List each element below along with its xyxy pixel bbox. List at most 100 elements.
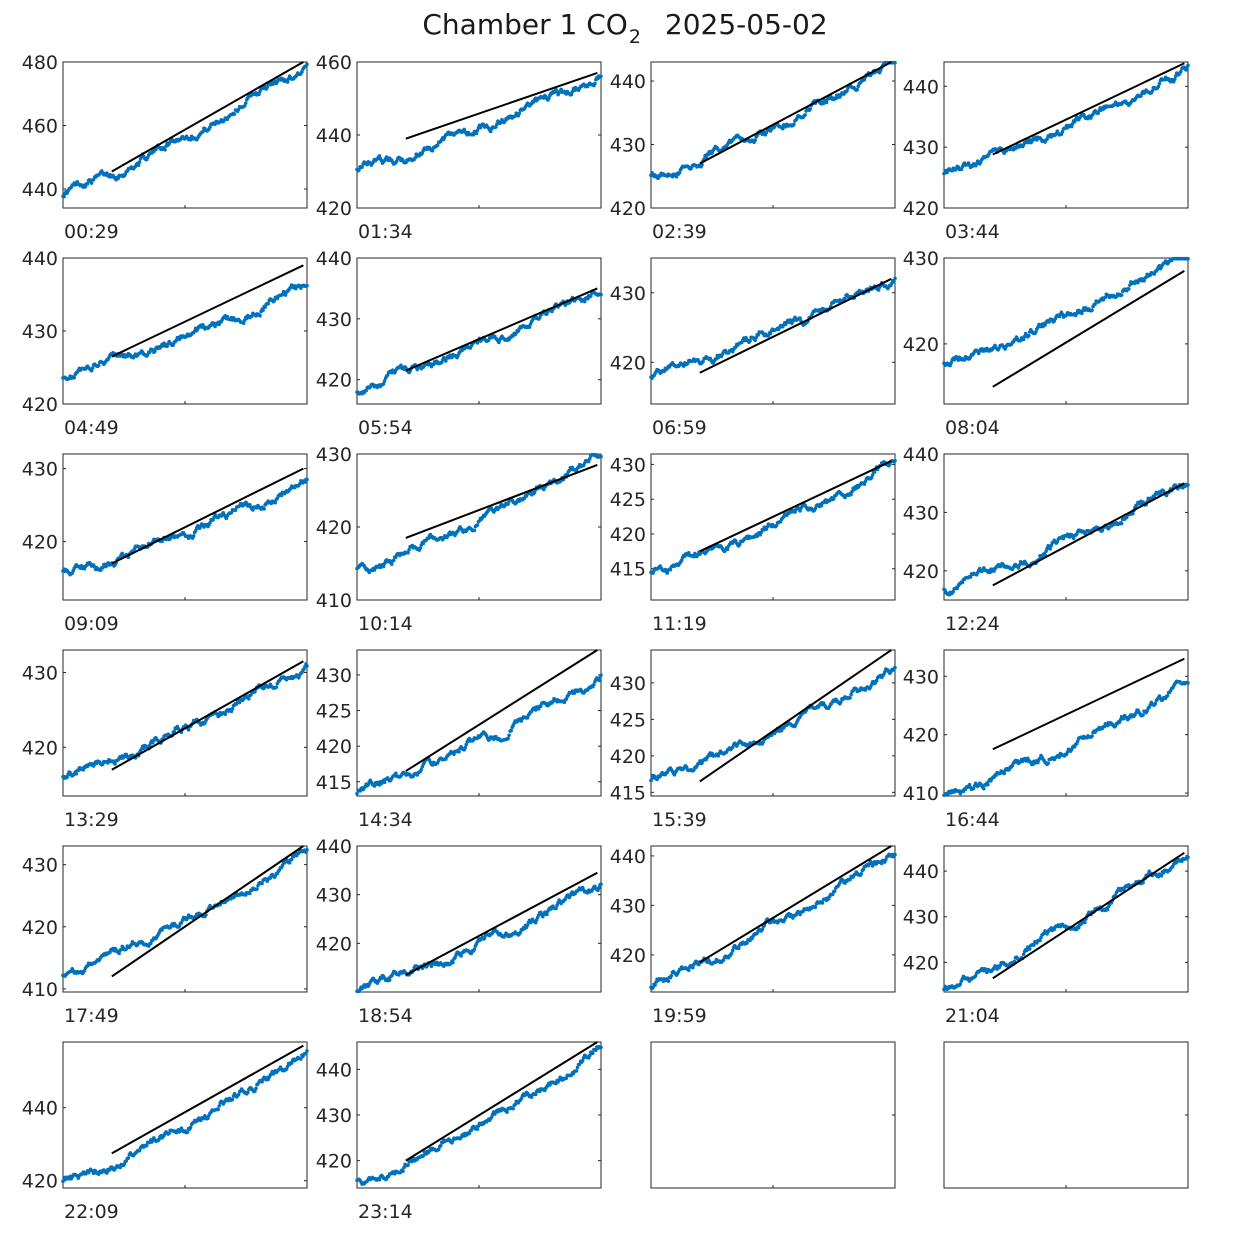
panel-time-label: 06:59 <box>652 417 707 439</box>
data-point <box>1046 761 1050 765</box>
y-tick-label: 410 <box>316 590 352 612</box>
y-tick-label: 430 <box>610 454 646 476</box>
y-tick-label: 430 <box>903 137 939 159</box>
data-point <box>305 848 309 852</box>
data-point <box>893 61 897 65</box>
data-point <box>825 101 829 105</box>
data-point <box>476 523 480 527</box>
plot-area-box <box>944 62 1188 208</box>
y-tick-label: 430 <box>316 885 352 907</box>
data-point <box>97 364 101 368</box>
data-point <box>726 548 730 552</box>
y-tick-label: 420 <box>903 561 939 583</box>
title-date: 2025-05-02 <box>665 8 828 41</box>
data-point <box>1166 694 1170 698</box>
data-point <box>305 63 309 67</box>
data-point <box>1186 64 1190 68</box>
y-tick-label: 420 <box>610 945 646 967</box>
y-tick-label: 425 <box>316 701 352 723</box>
y-tick-label: 420 <box>903 952 939 974</box>
data-point <box>893 459 897 463</box>
data-point <box>153 349 157 353</box>
data-point <box>545 913 549 917</box>
data-point <box>1002 772 1006 776</box>
data-point <box>436 143 440 147</box>
y-tick-label: 430 <box>903 666 939 688</box>
data-point <box>855 88 859 92</box>
y-tick-label: 460 <box>316 52 352 74</box>
data-point <box>1186 681 1190 685</box>
data-point <box>74 772 78 776</box>
y-tick-label: 420 <box>316 370 352 392</box>
data-point <box>892 280 896 284</box>
y-tick-label: 440 <box>610 846 646 868</box>
panel-time-label: 05:54 <box>358 417 413 439</box>
panel-time-label: 12:24 <box>945 613 1000 635</box>
data-point <box>266 302 270 306</box>
data-point <box>1048 547 1052 551</box>
y-tick-label: 420 <box>316 198 352 220</box>
data-point <box>1127 287 1131 291</box>
data-point <box>275 685 279 689</box>
data-point <box>731 949 735 953</box>
panel-time-label: 01:34 <box>358 221 413 243</box>
data-point <box>244 101 248 105</box>
data-point <box>138 160 142 164</box>
data-point <box>459 954 463 958</box>
y-tick-label: 430 <box>316 665 352 687</box>
panel-time-label: 13:29 <box>64 809 119 831</box>
data-point <box>1150 89 1154 93</box>
data-point <box>1022 338 1026 342</box>
data-point <box>860 872 864 876</box>
data-point <box>1032 943 1036 947</box>
data-point <box>687 968 691 972</box>
data-point <box>833 889 837 893</box>
data-point <box>1154 702 1158 706</box>
title-subscript: 2 <box>629 26 641 48</box>
data-point <box>255 887 259 891</box>
data-point <box>599 673 603 677</box>
data-point <box>1173 78 1177 82</box>
data-point <box>187 728 191 732</box>
y-tick-label: 460 <box>22 115 58 137</box>
data-point <box>355 792 359 796</box>
data-point <box>192 534 196 538</box>
title-prefix: Chamber 1 CO <box>422 8 627 41</box>
data-point <box>691 966 695 970</box>
panel-time-label: 03:44 <box>945 221 1000 243</box>
data-point <box>507 733 511 737</box>
y-tick-label: 440 <box>903 444 939 466</box>
y-tick-label: 430 <box>903 907 939 929</box>
data-point <box>86 182 90 186</box>
data-point <box>1186 257 1190 261</box>
panel-time-label: 00:29 <box>64 221 119 243</box>
y-tick-label: 440 <box>22 179 58 201</box>
y-tick-label: 430 <box>22 459 58 481</box>
data-point <box>72 376 76 380</box>
data-point <box>554 907 558 911</box>
data-point <box>803 113 807 117</box>
y-tick-label: 440 <box>316 248 352 270</box>
y-tick-label: 440 <box>903 76 939 98</box>
plot-area-box <box>944 454 1188 600</box>
plot-area-box <box>944 258 1188 404</box>
y-tick-label: 420 <box>610 524 646 546</box>
panel-time-label: 15:39 <box>652 809 707 831</box>
y-tick-label: 420 <box>22 532 58 554</box>
y-tick-label: 415 <box>610 782 646 804</box>
data-point <box>1090 734 1094 738</box>
